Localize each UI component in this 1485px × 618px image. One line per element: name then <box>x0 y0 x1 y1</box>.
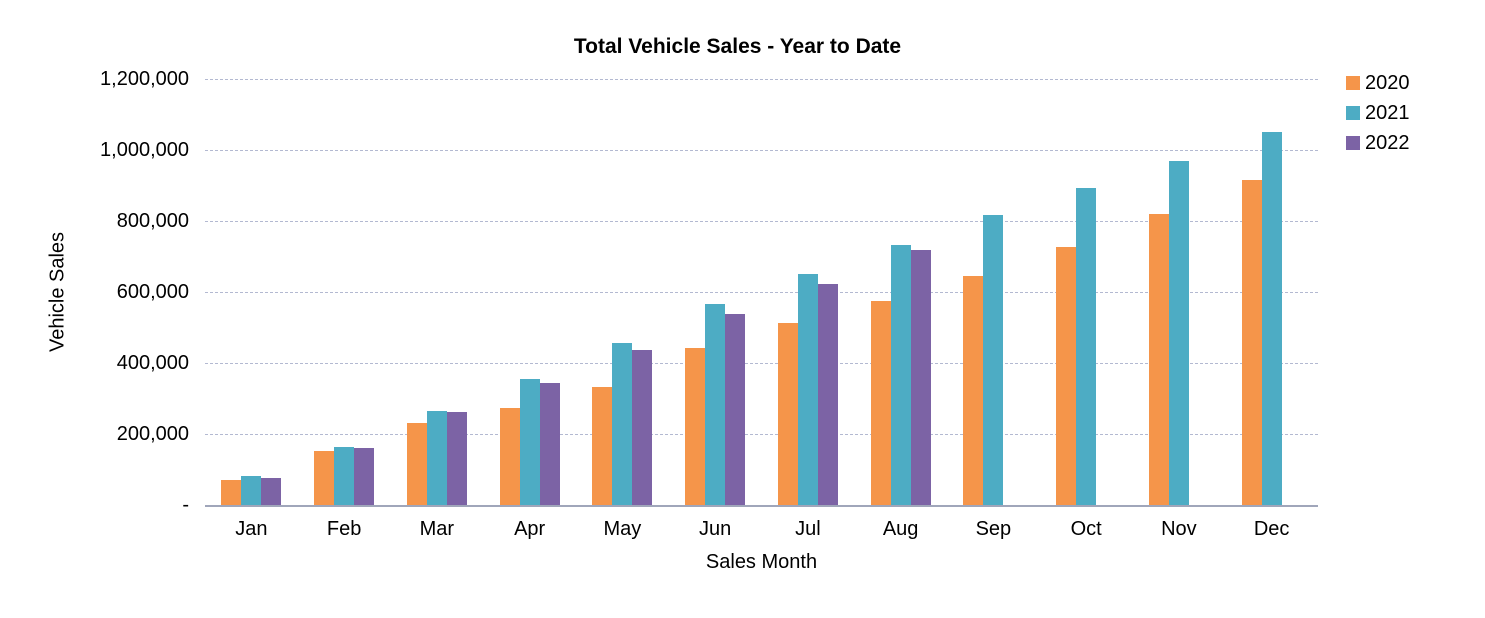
x-axis-tick-label: Aug <box>882 518 919 540</box>
bar-2022-mar <box>446 411 467 505</box>
bar-2020-apr <box>499 408 520 505</box>
chart-title: Total Vehicle Sales - Year to Date <box>573 35 902 58</box>
legend-item-2021: 2021 <box>1346 102 1410 124</box>
bar-2021-nov <box>1168 160 1189 505</box>
x-axis-title: Sales Month <box>705 551 818 573</box>
gridline <box>205 363 1318 364</box>
x-axis-line <box>205 505 1318 507</box>
x-axis-tick-label: Sep <box>975 518 1012 540</box>
bar-2020-may <box>592 386 613 505</box>
legend-item-2020: 2020 <box>1346 72 1410 94</box>
y-axis-tick-label: 400,000 <box>116 352 189 374</box>
x-axis-tick-label: May <box>603 518 642 540</box>
bar-2020-nov <box>1148 213 1169 505</box>
bar-2022-apr <box>539 383 560 505</box>
bar-2020-feb <box>314 451 335 505</box>
x-axis-tick-label: Jan <box>235 518 268 540</box>
y-axis-tick-label: 1,200,000 <box>100 68 189 90</box>
bar-2020-jul <box>777 322 798 505</box>
x-axis-tick-label: Jul <box>795 518 821 540</box>
bar-2020-mar <box>406 422 427 505</box>
y-axis-tick-label: 1,000,000 <box>100 139 189 161</box>
bar-2020-aug <box>870 300 891 505</box>
bar-2021-jun <box>705 303 726 505</box>
x-axis-tick-label: Apr <box>514 518 546 540</box>
legend-label-2020: 2020 <box>1365 71 1410 94</box>
bar-2022-jan <box>261 477 282 505</box>
bar-2020-jan <box>221 480 242 505</box>
legend: 2020 2021 2022 <box>1346 72 1410 154</box>
bar-2022-jun <box>725 314 746 505</box>
bar-2022-may <box>632 349 653 505</box>
bar-2020-jun <box>685 348 706 505</box>
y-axis-tick-label: - <box>182 494 189 516</box>
legend-swatch-2022 <box>1346 136 1360 150</box>
x-axis-tick-label: Nov <box>1161 518 1197 540</box>
legend-label-2022: 2022 <box>1365 131 1410 154</box>
bar-2022-feb <box>354 447 375 505</box>
bar-2021-apr <box>519 378 540 505</box>
legend-swatch-2020 <box>1346 76 1360 90</box>
bar-2021-sep <box>983 214 1004 505</box>
bar-2021-dec <box>1261 132 1282 505</box>
bar-2021-mar <box>426 411 447 505</box>
bar-2021-jul <box>797 273 818 505</box>
bar-2021-jan <box>241 476 262 505</box>
bar-2022-jul <box>817 284 838 505</box>
x-axis-tick-label: Mar <box>419 518 455 540</box>
x-axis-tick-label: Dec <box>1253 518 1290 540</box>
gridline <box>205 79 1318 80</box>
legend-item-2022: 2022 <box>1346 132 1410 154</box>
legend-swatch-2021 <box>1346 106 1360 120</box>
gridline <box>205 434 1318 435</box>
bar-2022-aug <box>910 250 931 505</box>
y-axis-tick-label: 200,000 <box>116 423 189 445</box>
y-axis-tick-label: 600,000 <box>116 281 189 303</box>
bar-2020-dec <box>1241 179 1262 505</box>
legend-label-2021: 2021 <box>1365 101 1410 124</box>
x-axis-tick-label: Jun <box>699 518 732 540</box>
y-axis-tick-label: 800,000 <box>116 210 189 232</box>
y-axis-title: Vehicle Sales <box>46 231 69 353</box>
gridline <box>205 150 1318 151</box>
bar-2021-feb <box>334 446 355 505</box>
bar-2021-may <box>612 343 633 505</box>
bar-2021-aug <box>890 244 911 505</box>
bar-2021-oct <box>1076 187 1097 505</box>
x-axis-tick-label: Feb <box>326 518 362 540</box>
x-axis-tick-label: Oct <box>1070 518 1102 540</box>
bar-2020-oct <box>1056 246 1077 505</box>
gridline <box>205 292 1318 293</box>
bar-2020-sep <box>963 276 984 505</box>
gridline <box>205 221 1318 222</box>
